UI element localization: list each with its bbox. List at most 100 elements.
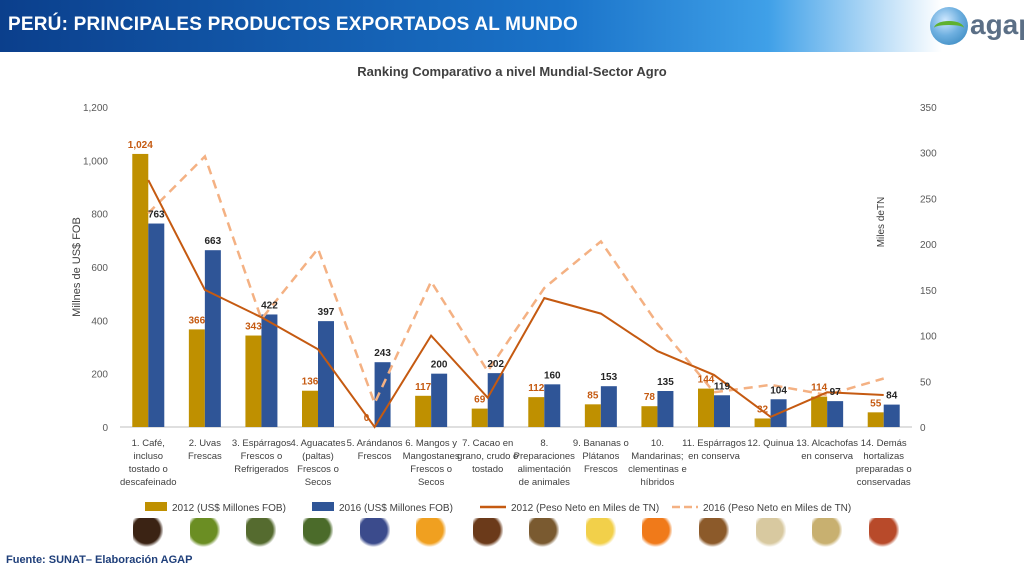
bar-2016 [487,373,504,427]
data-label-2012: 114 [811,383,828,394]
data-label-2016: 397 [318,307,335,318]
data-label-2016: 160 [544,370,561,381]
data-label-2012: 136 [302,377,319,388]
bar-2016 [657,391,674,427]
x-category-label: 8. [540,438,548,449]
bar-2016 [204,250,221,427]
y2-tick-label: 0 [920,423,926,434]
legend-label: 2012 (US$ Millones FOB) [172,503,286,514]
x-category-label: híbridos [641,477,675,488]
data-label-2016: 200 [431,360,448,371]
x-category-label: Frescos [358,451,392,462]
avocado-icon [303,518,333,548]
x-category-label: Secos [418,477,445,488]
x-category-label: 6. Mangos y [405,438,457,449]
y-tick-label: 600 [91,263,108,274]
data-label-2016: 119 [714,381,731,392]
x-category-label: Frescos [584,464,618,475]
x-category-label: de animales [519,477,570,488]
x-category-label: tostado o [129,464,168,475]
artichoke-jar-icon [812,518,843,548]
mandarin-icon [642,518,673,548]
x-category-label: Refrigerados [234,464,289,475]
data-label-2016: 84 [886,391,898,402]
x-category-label: hortalizas [863,451,904,462]
x-category-label: alimentación [518,464,571,475]
bar-2016 [374,362,391,427]
banana-icon [585,518,616,548]
bar-2012 [811,396,828,427]
bar-2016 [827,401,844,427]
y2-axis-label: Miles deTN [876,197,887,248]
logo-text: agap [970,9,1024,40]
y2-tick-label: 300 [920,149,937,160]
x-category-label: 13. Alcachofas [796,438,858,449]
data-label-2012: 32 [757,404,769,415]
animal-feed-icon [529,518,560,548]
legend-swatch [312,502,334,511]
x-category-label: 10. [651,438,664,449]
y2-tick-label: 100 [920,332,937,343]
y-tick-label: 1,200 [83,103,108,114]
data-label-2012: 85 [587,390,599,401]
x-category-label: Plátanos [582,451,619,462]
data-label-2012: 1,024 [128,140,153,151]
legend-label: 2016 (US$ Millones FOB) [339,503,453,514]
bar-2016 [148,223,165,427]
mango-icon [416,518,447,548]
bar-2012 [132,153,149,427]
x-category-label: descafeinado [120,477,177,488]
data-label-2016: 135 [657,377,674,388]
x-category-label: clementinas e [628,464,687,475]
y-tick-label: 0 [102,423,108,434]
page-title: PERÚ: PRINCIPALES PRODUCTOS EXPORTADOS A… [8,14,578,35]
data-label-2012: 78 [644,392,656,403]
data-label-2012: 112 [528,383,545,394]
line-2016-tn [147,154,885,407]
y-tick-label: 800 [91,210,108,221]
blueberries-icon [359,518,390,548]
data-label-2012: 117 [415,382,432,393]
chart-title: Ranking Comparativo a nivel Mundial-Sect… [357,64,667,79]
product-icons-row [120,518,920,552]
vegetable-jars-icon [868,518,899,548]
bar-2012 [188,329,205,427]
data-label-2012: 55 [870,398,882,409]
data-label-2016: 104 [770,385,787,396]
bar-2016 [431,373,448,427]
y2-tick-label: 250 [920,194,937,205]
x-category-label: Frescas [188,451,222,462]
bar-2012 [867,412,884,427]
legend-swatch [145,502,167,511]
cacao-icon [472,518,503,548]
x-category-label: 14. Demás [861,438,907,449]
data-label-2016: 202 [487,359,504,370]
x-category-label: en conserva [688,451,740,462]
x-category-label: 1. Café, [132,438,165,449]
legend-label: 2012 (Peso Neto en Miles de TN) [511,503,659,514]
x-category-label: Mandarinas; [631,451,683,462]
header-banner: PERÚ: PRINCIPALES PRODUCTOS EXPORTADOS A… [0,0,1024,52]
quinoa-icon [755,518,786,548]
x-category-label: 11. Espárragos [682,438,746,449]
x-category-label: Frescos o [297,464,339,475]
y2-tick-label: 200 [920,240,937,251]
data-label-2016: 422 [261,300,278,311]
bar-2016 [883,404,900,427]
x-category-label: conservadas [857,477,911,488]
globe-icon [930,7,968,45]
data-label-2012: 366 [189,315,206,326]
bar-2012 [754,418,771,427]
bar-2012 [641,406,658,427]
data-label-2012: 0 [364,413,370,424]
y2-tick-label: 150 [920,286,937,297]
data-label-2012: 144 [698,375,715,386]
data-label-2016: 153 [601,372,618,383]
bar-2016 [544,384,561,427]
source-footnote: Fuente: SUNAT– Elaboración AGAP [6,554,193,566]
y-axis-label: Millnes de US$ FOB [71,217,83,317]
x-category-label: 5. Arándanos [347,438,403,449]
y2-tick-label: 350 [920,103,937,114]
x-category-label: 7. Cacao en [462,438,513,449]
